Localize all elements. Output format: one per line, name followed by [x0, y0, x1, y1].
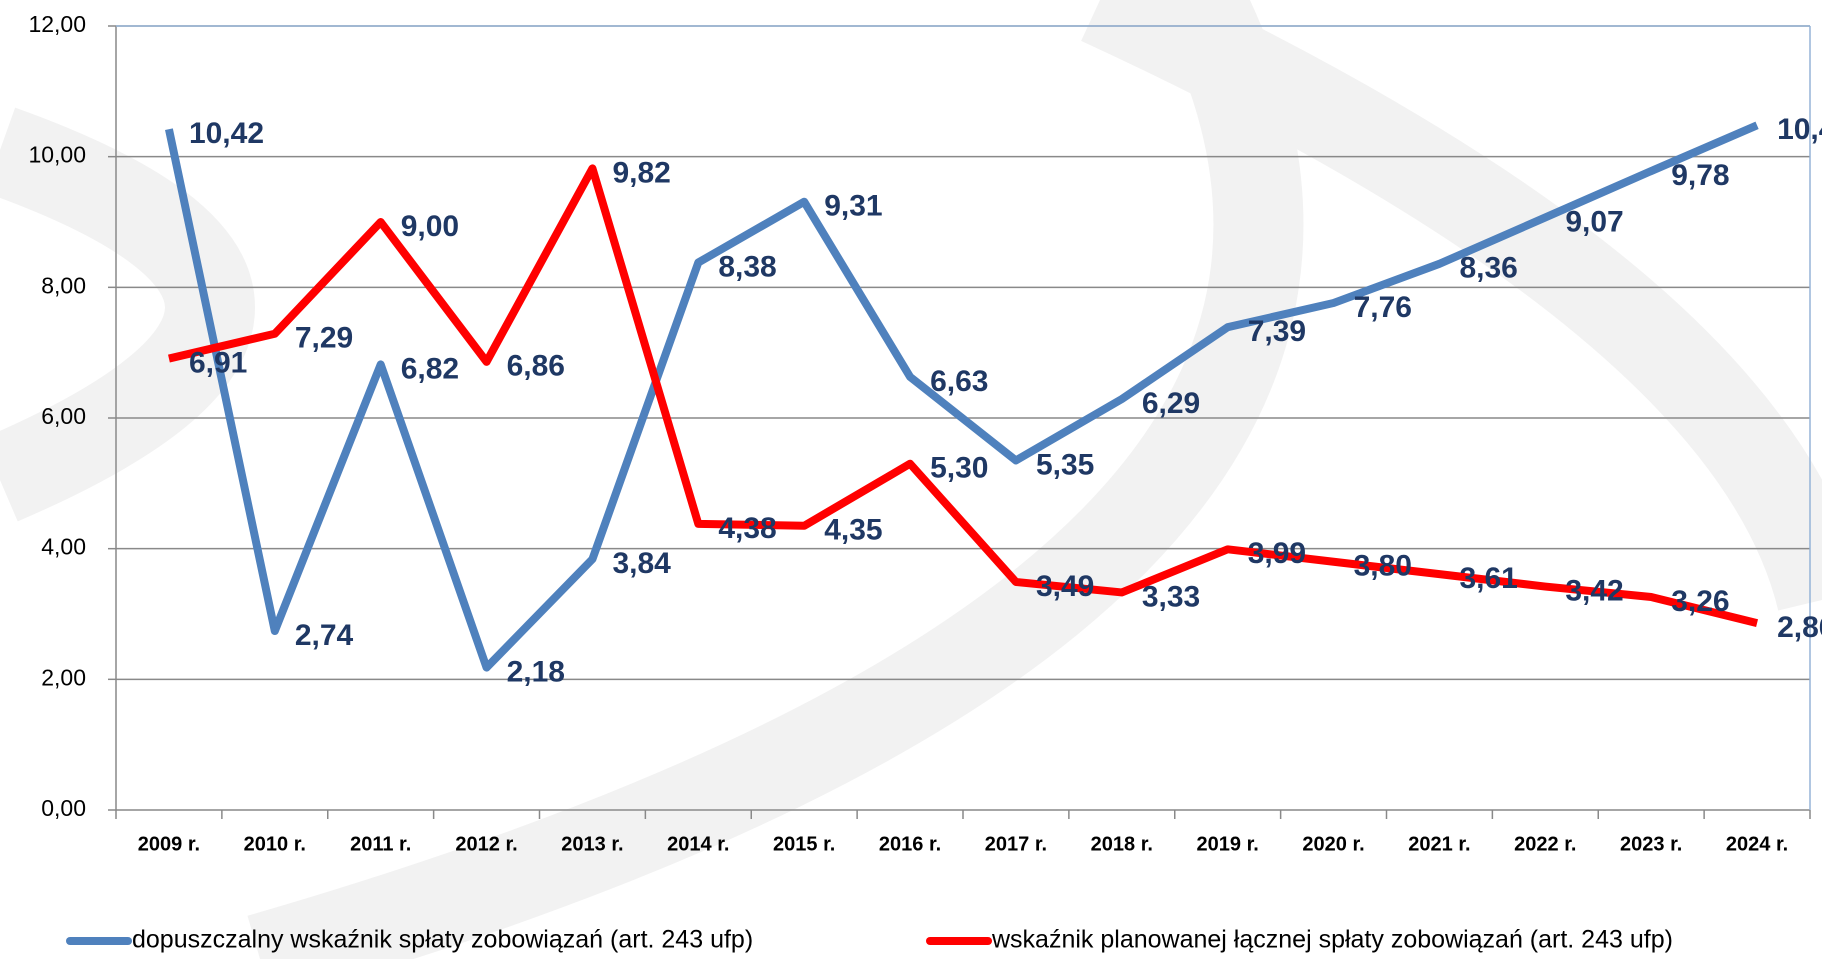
data-label: 6,86 [507, 350, 565, 383]
data-label: 2,86 [1777, 611, 1822, 644]
data-label: 6,29 [1142, 387, 1200, 420]
data-label: 9,82 [612, 156, 670, 189]
data-label: 3,33 [1142, 580, 1200, 613]
data-label: 6,91 [189, 346, 247, 379]
x-tick-label: 2010 r. [244, 833, 306, 855]
data-label: 2,74 [295, 619, 354, 652]
data-label: 8,36 [1459, 252, 1517, 285]
x-tick-label: 2019 r. [1197, 833, 1259, 855]
data-label: 9,07 [1565, 205, 1623, 238]
data-label: 3,42 [1565, 574, 1623, 607]
data-label: 6,82 [401, 352, 459, 385]
data-label: 3,84 [612, 547, 671, 580]
data-label: 8,38 [718, 250, 776, 283]
data-label: 9,78 [1671, 159, 1729, 192]
data-label: 3,26 [1671, 585, 1729, 618]
legend-label: dopuszczalny wskaźnik spłaty zobowiązań … [132, 926, 753, 954]
x-tick-label: 2017 r. [985, 833, 1047, 855]
x-tick-label: 2018 r. [1091, 833, 1153, 855]
y-tick-label: 0,00 [41, 795, 86, 821]
x-tick-label: 2020 r. [1302, 833, 1364, 855]
data-label: 4,35 [824, 514, 882, 547]
data-label: 6,63 [930, 365, 988, 398]
x-tick-label: 2009 r. [138, 833, 200, 855]
data-label: 7,29 [295, 322, 353, 355]
data-label: 3,99 [1248, 537, 1306, 570]
x-tick-label: 2024 r. [1726, 833, 1788, 855]
data-label: 3,49 [1036, 570, 1094, 603]
x-tick-label: 2016 r. [879, 833, 941, 855]
y-tick-label: 10,00 [28, 142, 86, 168]
y-tick-label: 8,00 [41, 272, 86, 298]
data-label: 7,39 [1248, 315, 1306, 348]
x-tick-label: 2012 r. [455, 833, 517, 855]
y-tick-label: 4,00 [41, 534, 86, 560]
data-label: 2,18 [507, 655, 565, 688]
y-tick-label: 2,00 [41, 664, 86, 690]
x-tick-label: 2023 r. [1620, 833, 1682, 855]
legend-label: wskaźnik planowanej łącznej spłaty zobow… [991, 926, 1673, 954]
x-tick-label: 2014 r. [667, 833, 729, 855]
data-label: 7,76 [1354, 291, 1412, 324]
data-label: 3,61 [1459, 562, 1517, 595]
x-tick-label: 2011 r. [350, 833, 411, 855]
data-label: 9,31 [824, 190, 882, 223]
x-tick-label: 2015 r. [773, 833, 835, 855]
y-tick-label: 12,00 [28, 11, 86, 37]
series-line [168, 164, 1759, 628]
series-line [165, 121, 1759, 672]
data-label: 9,00 [401, 210, 459, 243]
data-label: 10,42 [189, 117, 264, 150]
y-tick-label: 6,00 [41, 403, 86, 429]
x-tick-label: 2013 r. [561, 833, 623, 855]
x-tick-label: 2022 r. [1514, 833, 1576, 855]
data-label: 3,80 [1354, 550, 1412, 583]
x-tick-label: 2021 r. [1408, 833, 1470, 855]
data-label: 10,48 [1777, 113, 1822, 146]
data-label: 4,38 [718, 512, 776, 545]
data-label: 5,35 [1036, 448, 1094, 481]
data-label: 5,30 [930, 452, 988, 485]
